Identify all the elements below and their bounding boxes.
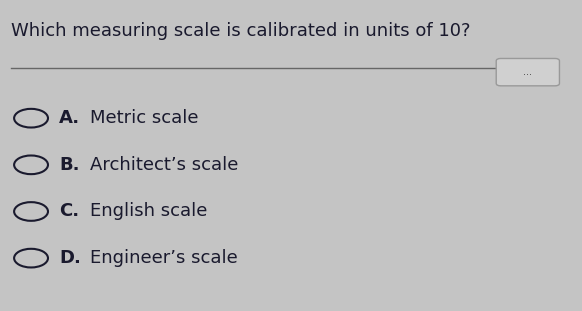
Text: Engineer’s scale: Engineer’s scale	[90, 249, 238, 267]
Text: D.: D.	[59, 249, 81, 267]
Text: B.: B.	[59, 156, 80, 174]
Text: A.: A.	[59, 109, 80, 127]
Text: Architect’s scale: Architect’s scale	[90, 156, 239, 174]
Text: ...: ...	[523, 67, 533, 77]
Text: English scale: English scale	[90, 202, 208, 220]
Text: C.: C.	[59, 202, 79, 220]
Text: Metric scale: Metric scale	[90, 109, 199, 127]
FancyBboxPatch shape	[496, 58, 559, 86]
Text: Which measuring scale is calibrated in units of 10?: Which measuring scale is calibrated in u…	[11, 22, 471, 40]
